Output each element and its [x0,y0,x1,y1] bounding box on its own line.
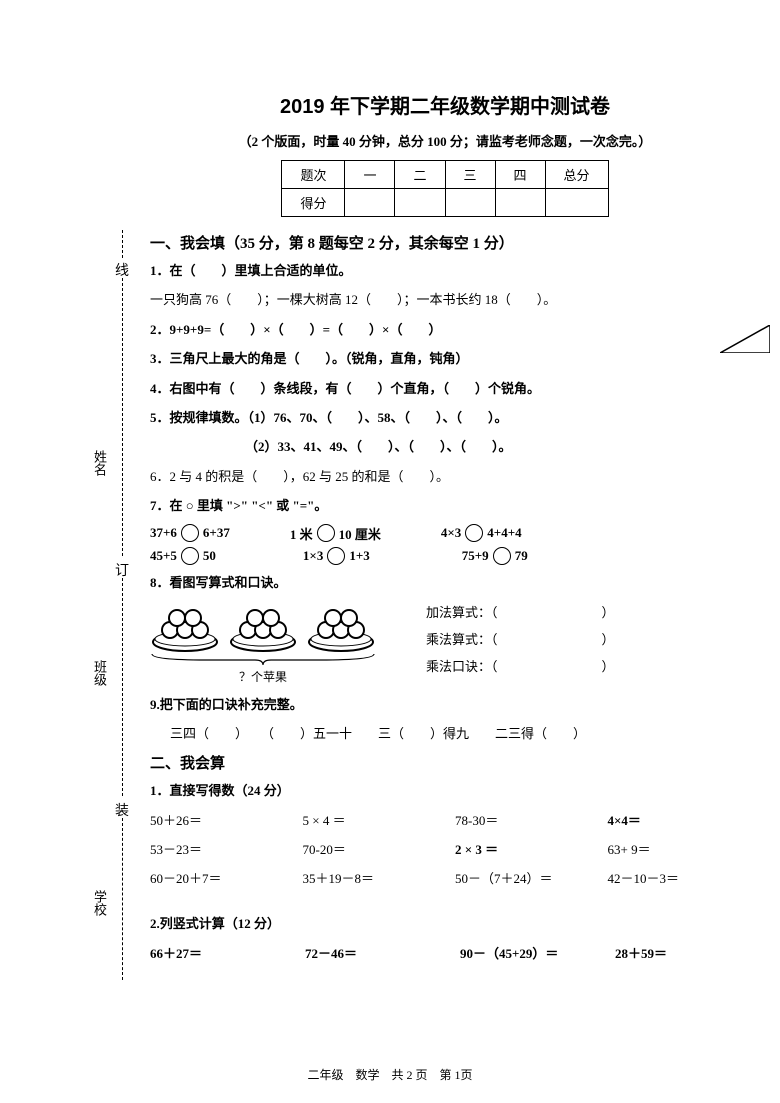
calc-item: 70-20＝ [303,839,436,858]
calc-item: 50－（7＋24）＝ [455,868,588,887]
cmp-right: 1+3 [349,548,369,564]
compare-circle [181,547,199,565]
brace-label: ？个苹果 [150,668,376,685]
q5: 5．按规律填数。（1）76、70、（ ）、58、（ ）、（ ）。 [150,406,740,429]
score-label: 得分 [282,189,345,217]
calc-item: 35＋19－8＝ [303,868,436,887]
cmp-right: 50 [203,548,216,564]
compare-circle [327,547,345,565]
section2-header: 二、我会算 [150,752,740,773]
cmp-left: 37+6 [150,525,177,541]
score-header: 三 [445,161,495,189]
score-table: 题次 一 二 三 四 总分 得分 [281,160,608,217]
compare-row-1: 37+6 6+37 1 米 10 厘米 4×3 4+4+4 [150,524,740,543]
calc-item: 50＋26＝ [150,810,283,829]
table-row: 题次 一 二 三 四 总分 [282,161,608,189]
calc-item: 4×4＝ [608,810,741,829]
score-cell [345,189,395,217]
apple-plate-icon [306,602,376,652]
score-header: 二 [395,161,445,189]
formula-add: 加法算式：（ ） [426,602,615,621]
cmp-left: 4×3 [441,525,461,541]
q3: 3．三角尺上最大的角是（ ）。（锐角，直角，钝角） [150,347,740,370]
s2q2: 2.列竖式计算（12 分） [150,912,740,935]
cmp-left: 1 米 [290,524,313,543]
page-footer: 二年级 数学 共 2 页 第 1页 [0,1066,780,1083]
cmp-right: 4+4+4 [487,525,521,541]
score-header: 总分 [545,161,608,189]
q6: 6．2 与 4 的积是（ ），62 与 25 的和是（ ）。 [150,465,740,488]
calc-item: 66＋27＝ [150,943,275,962]
binding-class-label: 班级 [90,660,109,686]
calc-item: 28＋59＝ [615,943,740,962]
compare-row-2: 45+5 50 1×3 1+3 75+9 79 [150,547,740,565]
cmp-right: 10 厘米 [339,524,381,543]
cmp-right: 6+37 [203,525,230,541]
calc-grid: 50＋26＝ 5 × 4 ＝ 78-30＝ 4×4＝ 53－23＝ 70-20＝… [150,810,740,887]
score-cell [495,189,545,217]
cmp-left: 1×3 [303,548,323,564]
apple-plates [150,602,376,652]
binding-dash [122,578,123,796]
score-cell [395,189,445,217]
calc-item: 63+ 9＝ [608,839,741,858]
binding-dash [122,230,123,258]
q1a: 一只狗高 76（ ）；一棵大树高 12（ ）；一本书长约 18（ ）。 [150,288,740,311]
cmp-right: 79 [515,548,528,564]
calc-item: 60－20＋7＝ [150,868,283,887]
binding-dash [122,818,123,980]
binding-dash [122,278,123,556]
apple-plate-icon [150,602,220,652]
compare-circle [465,524,483,542]
calc-item: 2 × 3 ＝ [455,839,588,858]
exam-title: 2019 年下学期二年级数学期中测试卷 [150,90,740,119]
calc-item: 5 × 4 ＝ [303,810,436,829]
cmp-left: 75+9 [462,548,489,564]
score-cell [445,189,495,217]
score-header: 四 [495,161,545,189]
binding-char-xian: 线 [115,260,129,280]
q9items: 三四（ ） （ ）五一十 三（ ）得九 二三得（ ） [170,722,740,745]
brace-icon [150,652,376,666]
binding-char-ding: 订 [115,560,129,580]
cmp-left: 45+5 [150,548,177,564]
s2q1: 1．直接写得数（24 分） [150,779,740,802]
compare-circle [317,524,335,542]
calc-item: 42－10－3＝ [608,868,741,887]
apple-plate-icon [228,602,298,652]
compare-circle [493,547,511,565]
binding-margin: 学校 班级 姓名 装 订 线 [80,230,140,980]
formula-koujue: 乘法口诀：（ ） [426,656,615,675]
calc-item: 72－46＝ [305,943,430,962]
calc-item: 53－23＝ [150,839,283,858]
calc-item: 90－（45+29）＝ [460,943,585,962]
calc-grid-2: 66＋27＝ 72－46＝ 90－（45+29）＝ 28＋59＝ [150,943,740,962]
binding-school-label: 学校 [90,890,109,916]
q8: 8．看图写算式和口诀。 [150,571,740,594]
q2: 2．9+9+9=（ ）×（ ）=（ ）×（ ） [150,318,740,341]
calc-item: 78-30＝ [455,810,588,829]
q9: 9.把下面的口诀补充完整。 [150,693,740,716]
q7: 7．在 ○ 里填 ">" "<" 或 "="。 [150,494,740,517]
exam-subtitle: （2 个版面，时量 40 分钟，总分 100 分；请监考老师念题，一次念完。） [150,131,740,150]
section1-header: 一、我会填（35 分，第 8 题每空 2 分，其余每空 1 分） [150,232,740,253]
binding-char-zhuang: 装 [115,800,129,820]
q1: 1．在（ ）里填上合适的单位。 [150,259,740,282]
compare-circle [181,524,199,542]
formula-mult: 乘法算式：（ ） [426,629,615,648]
apple-figure-row: ？个苹果 加法算式：（ ） 乘法算式：（ ） 乘法口诀：（ ） [150,602,740,685]
binding-name-label: 姓名 [90,450,109,476]
score-cell [545,189,608,217]
score-header: 题次 [282,161,345,189]
score-header: 一 [345,161,395,189]
q4: 4．右图中有（ ）条线段，有（ ）个直角，（ ）个锐角。 [150,377,740,400]
q5b: （2）33、41、49、（ ）、（ ）、（ ）。 [245,435,740,458]
triangle-figure [720,325,770,353]
table-row: 得分 [282,189,608,217]
